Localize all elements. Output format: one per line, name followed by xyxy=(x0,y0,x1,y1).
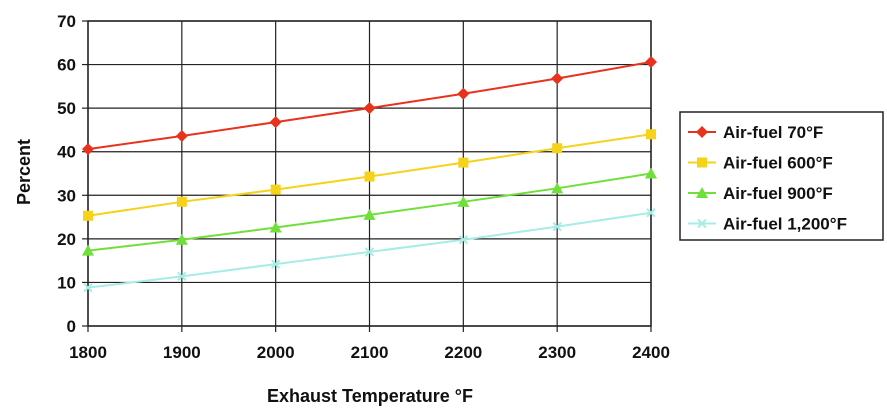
data-point xyxy=(551,72,564,85)
series-1 xyxy=(82,55,657,156)
legend-item: Air-fuel 600°F xyxy=(688,154,833,173)
data-point xyxy=(458,235,469,245)
tick-labels: 0 10 20 30 40 50 60 70 1800 1900 2000 2100 2200 2300 2… xyxy=(57,12,670,362)
data-point xyxy=(552,143,563,154)
data-point xyxy=(270,184,281,195)
data-point xyxy=(457,87,470,100)
data-point xyxy=(645,55,657,68)
y-tick-label: 0 xyxy=(67,317,76,336)
data-point xyxy=(552,221,562,232)
legend-label: Air-fuel 1,200°F xyxy=(723,215,847,234)
data-point xyxy=(458,157,469,168)
x-tick-label: 1800 xyxy=(69,343,107,362)
legend-marker xyxy=(697,218,707,229)
legend-marker xyxy=(697,157,707,168)
data-point xyxy=(551,182,564,194)
legend-marker xyxy=(696,126,708,138)
legend-marker xyxy=(696,187,708,198)
legend: Air-fuel 70°F Air-fuel 600°F Air-fuel 900°… xyxy=(679,111,884,241)
data-point xyxy=(269,116,282,129)
legend-label: Air-fuel 70°F xyxy=(723,123,823,142)
data-point xyxy=(364,247,375,257)
data-point xyxy=(457,195,470,207)
y-tick-label: 30 xyxy=(57,186,76,205)
y-tick-label: 20 xyxy=(57,230,76,249)
y-tick-label: 40 xyxy=(57,143,76,162)
x-tick-label: 2300 xyxy=(538,343,576,362)
data-point xyxy=(83,210,93,221)
data-point xyxy=(363,102,376,115)
y-tick-label: 50 xyxy=(57,99,76,118)
data-point xyxy=(646,208,656,218)
x-tick-label: 2200 xyxy=(444,343,482,362)
x-tick-label: 2400 xyxy=(632,343,670,362)
x-axis-title: Exhaust Temperature °F xyxy=(267,386,473,406)
series-4 xyxy=(83,208,656,293)
data-point xyxy=(175,233,188,245)
data-point xyxy=(270,259,281,269)
data-point xyxy=(176,196,187,207)
legend-item: Air-fuel 1,200°F xyxy=(688,215,847,234)
data-point xyxy=(177,271,187,282)
series-3 xyxy=(82,167,657,256)
series-2 xyxy=(83,129,656,221)
x-tick-label: 2000 xyxy=(257,343,295,362)
data-point xyxy=(175,130,188,143)
legend-frame xyxy=(679,111,884,241)
y-tick-label: 60 xyxy=(57,56,76,75)
legend-label: Air-fuel 600°F xyxy=(723,154,833,173)
data-point xyxy=(646,129,656,140)
data-point xyxy=(82,244,94,256)
data-point xyxy=(363,208,376,220)
data-point xyxy=(82,143,94,156)
series-layer xyxy=(82,55,657,293)
data-point xyxy=(364,171,375,182)
legend-item: Air-fuel 900°F xyxy=(688,184,833,203)
data-point xyxy=(269,221,282,233)
y-tick-label: 10 xyxy=(57,273,76,292)
y-tick-label: 70 xyxy=(57,12,76,31)
legend-item: Air-fuel 70°F xyxy=(688,123,823,142)
data-point xyxy=(645,167,657,179)
legend-label: Air-fuel 900°F xyxy=(723,184,833,203)
data-point xyxy=(83,282,93,293)
y-axis-title: Percent xyxy=(14,139,34,205)
x-tick-label: 2100 xyxy=(351,343,389,362)
x-tick-label: 1900 xyxy=(163,343,201,362)
